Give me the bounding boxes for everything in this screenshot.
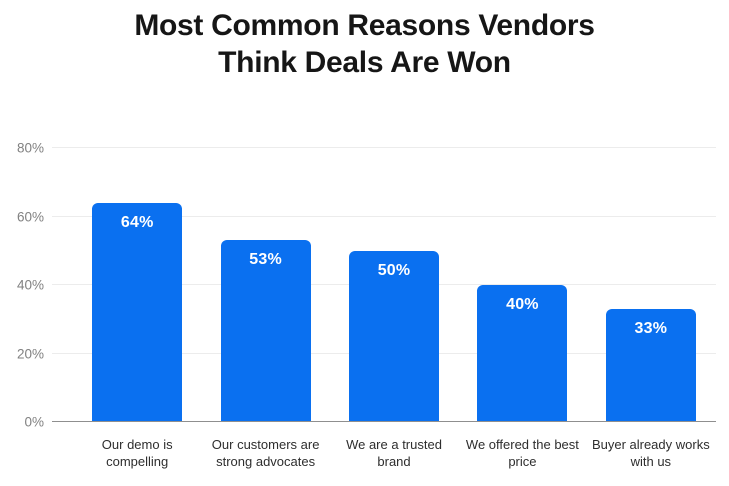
x-labels-row: Our demo is compelling Our customers are st… xyxy=(73,436,715,470)
x-tick-label-3-line-2: brand xyxy=(377,454,411,469)
bar-band-3: 50% xyxy=(330,148,458,422)
bar-value-label-4: 40% xyxy=(506,296,539,313)
x-tick-label-1-line-2: compelling xyxy=(106,454,169,469)
bar-1: 64% xyxy=(92,202,183,422)
bar-band-4: 40% xyxy=(458,148,586,422)
bar-band-5: 33% xyxy=(587,148,715,422)
x-tick-label-4-line-1: We offered the best xyxy=(465,437,579,452)
bar-5: 33% xyxy=(605,308,696,422)
x-tick-label-3: We are a trusted brand xyxy=(330,436,458,470)
gridline-80% xyxy=(52,147,716,148)
x-tick-label-5-line-1: Buyer already works xyxy=(591,437,710,452)
bar-3: 50% xyxy=(349,250,440,422)
bar-value-label-3: 50% xyxy=(377,261,411,279)
chart-title: Most Common Reasons Vendors Think Deals … xyxy=(0,7,729,81)
y-tick-label-60%: 60% xyxy=(16,209,44,224)
bar-band-2: 53% xyxy=(201,148,329,422)
x-tick-label-5: Buyer already works with us xyxy=(587,436,715,470)
y-tick-label-80%: 80% xyxy=(16,140,44,156)
y-tick-label-0%: 0% xyxy=(24,414,44,430)
bar-band-1: 64% xyxy=(73,148,201,422)
x-tick-label-2-line-1: Our customers are xyxy=(211,437,320,452)
y-tick-label-40%: 40% xyxy=(16,277,44,293)
x-axis-line xyxy=(52,421,716,422)
x-tick-label-4: We offered the best price xyxy=(458,436,586,470)
x-tick-label-3-line-1: We are a trusted xyxy=(346,437,442,452)
x-tick-label-4-line-2: price xyxy=(508,454,537,469)
bar-4: 40% xyxy=(477,285,568,422)
x-tick-label-2: Our customers are strong advocates xyxy=(201,436,329,470)
x-tick-label-2-line-2: strong advocates xyxy=(216,454,316,469)
plot-area: 64% 53% 50% 40% 33% 0% 20% 40% 60% 80% xyxy=(17,141,716,430)
bars-row: 64% 53% 50% 40% 33% xyxy=(73,148,715,422)
bar-2: 53% xyxy=(220,240,311,422)
x-tick-label-5-line-2: with us xyxy=(630,454,672,469)
gridline-60% xyxy=(52,215,716,217)
bar-value-label-1: 64% xyxy=(120,213,154,231)
bar-value-label-5: 33% xyxy=(634,319,668,337)
chart-title-line-2: Think Deals Are Won xyxy=(218,46,511,79)
bar-value-label-2: 53% xyxy=(249,251,282,269)
y-tick-label-20%: 20% xyxy=(16,346,44,361)
x-tick-label-1: Our demo is compelling xyxy=(73,436,201,470)
x-tick-label-1-line-1: Our demo is xyxy=(101,437,173,452)
chart-title-line-1: Most Common Reasons Vendors xyxy=(134,9,595,42)
